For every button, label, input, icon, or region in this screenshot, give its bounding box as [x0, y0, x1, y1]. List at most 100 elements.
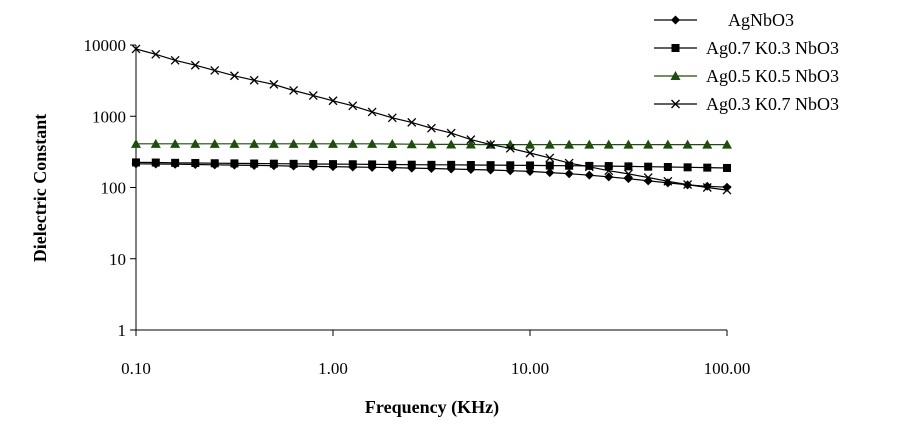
- data-point-square: [289, 159, 298, 168]
- data-point-square: [368, 160, 377, 169]
- data-point-square: [348, 160, 357, 169]
- data-point-triangle: [347, 138, 358, 148]
- data-point-square: [171, 158, 180, 167]
- data-point-x: [486, 140, 496, 150]
- data-point-x: [328, 96, 338, 106]
- data-point-diamond: [623, 174, 633, 184]
- data-point-x: [623, 169, 633, 179]
- data-point-x: [426, 123, 436, 133]
- data-point-square: [269, 159, 278, 168]
- data-point-x: [466, 135, 476, 145]
- legend-label: AgNbO3: [728, 10, 794, 30]
- data-point-square: [151, 158, 160, 167]
- y-tick-label: 10000: [84, 36, 127, 55]
- x-tick-label: 10.00: [511, 359, 549, 378]
- data-point-x: [289, 86, 299, 95]
- data-point-x: [151, 49, 161, 59]
- data-point-diamond: [643, 176, 653, 186]
- data-point-triangle: [426, 139, 437, 149]
- data-point-x: [367, 107, 377, 117]
- data-point-diamond: [671, 15, 680, 25]
- data-point-square: [506, 161, 515, 170]
- data-point-triangle: [584, 139, 595, 149]
- data-point-triangle: [446, 139, 457, 149]
- data-point-diamond: [663, 178, 673, 188]
- data-point-x: [210, 65, 220, 75]
- data-point-triangle: [170, 138, 181, 148]
- data-point-triangle: [662, 139, 673, 149]
- tick-labels: 1 10 100 1000 10000 0.10 1.00 10.00 100.00: [84, 36, 751, 378]
- data-point-diamond: [545, 168, 555, 178]
- data-point-x: [702, 183, 712, 192]
- y-tick-label: 10: [109, 250, 126, 269]
- data-point-x: [663, 176, 673, 186]
- data-point-x: [387, 113, 397, 123]
- data-point-x: [170, 55, 180, 65]
- data-point-diamond: [564, 169, 574, 179]
- y-axis-label: Dielectric Constant: [30, 114, 50, 262]
- x-axis-label: Frequency (KHz): [365, 397, 499, 418]
- data-point-triangle: [525, 139, 535, 149]
- data-point-x: [525, 148, 535, 158]
- data-point-x: [249, 75, 259, 85]
- legend: AgNbO3 Ag0.7 K0.3 NbO3 Ag0.5 K0.5 NbO3 Ag0.…: [654, 10, 839, 114]
- data-point-square: [486, 161, 495, 170]
- data-point-triangle: [328, 138, 338, 148]
- data-point-triangle: [564, 139, 575, 149]
- data-point-x: [505, 143, 515, 153]
- data-point-triangle: [722, 139, 732, 149]
- data-point-x: [229, 71, 239, 81]
- data-point-triangle: [367, 138, 378, 148]
- data-point-triangle: [465, 139, 476, 149]
- data-point-x: [584, 162, 594, 172]
- data-point-x: [683, 180, 693, 190]
- data-point-diamond: [604, 172, 614, 182]
- data-point-x: [308, 91, 318, 101]
- data-point-x: [564, 158, 574, 168]
- data-point-square: [545, 161, 554, 170]
- data-point-x: [722, 185, 732, 195]
- data-point-square: [565, 161, 574, 170]
- data-point-triangle: [308, 138, 319, 148]
- data-point-square: [671, 44, 680, 52]
- legend-label: Ag0.7 K0.3 NbO3: [706, 38, 839, 58]
- x-tick-label: 1.00: [318, 359, 348, 378]
- data-point-x: [643, 173, 653, 182]
- data-point-square: [230, 159, 239, 168]
- y-tick-label: 100: [101, 179, 127, 198]
- data-point-square: [191, 158, 200, 167]
- data-point-triangle: [131, 138, 141, 148]
- data-point-square: [703, 163, 712, 172]
- data-point-square: [210, 159, 219, 168]
- series-2: [132, 158, 731, 172]
- legend-entry: Ag0.3 K0.7 NbO3: [654, 94, 839, 114]
- data-point-triangle: [702, 139, 713, 149]
- data-point-x: [269, 79, 279, 89]
- legend-label: Ag0.3 K0.7 NbO3: [706, 94, 839, 114]
- data-point-triangle: [268, 138, 279, 148]
- data-point-triangle: [288, 138, 299, 148]
- data-point-square: [585, 161, 594, 170]
- data-point-square: [309, 159, 318, 168]
- series-layer: [131, 44, 732, 195]
- axes: [130, 44, 728, 336]
- data-point-square: [329, 160, 337, 169]
- data-point-triangle: [190, 138, 201, 148]
- data-point-square: [604, 162, 613, 171]
- data-point-square: [388, 160, 397, 169]
- data-point-triangle: [682, 139, 693, 149]
- data-point-x: [671, 99, 680, 109]
- data-point-square: [447, 160, 456, 169]
- data-point-diamond: [702, 181, 712, 191]
- data-point-triangle: [670, 71, 681, 80]
- data-point-triangle: [387, 138, 398, 148]
- data-point-triangle: [249, 138, 260, 148]
- legend-entry: AgNbO3: [654, 10, 794, 30]
- x-tick-label: 0.10: [121, 359, 151, 378]
- data-point-square: [624, 162, 633, 171]
- series-4: [131, 44, 732, 195]
- data-point-square: [132, 158, 140, 167]
- data-point-square: [250, 159, 259, 168]
- y-tick-label: 1000: [92, 107, 126, 126]
